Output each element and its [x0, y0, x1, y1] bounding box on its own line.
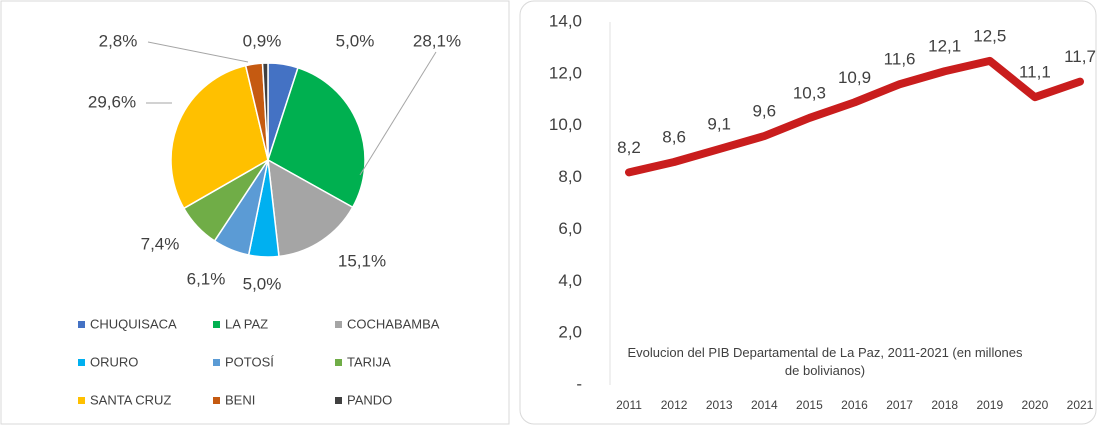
x-tick-label: 2017	[886, 398, 913, 412]
data-label: 9,6	[752, 102, 776, 121]
x-tick-label: 2012	[661, 398, 688, 412]
line-title: Evolucion del PIB Departamental de La Pa…	[627, 345, 1023, 378]
legend-label: BENI	[225, 392, 255, 407]
pie-panel	[0, 0, 510, 425]
pie-label: 0,9%	[243, 31, 282, 50]
legend-swatch	[335, 321, 342, 328]
y-tick-label: 2,0	[558, 323, 582, 342]
pie-slice	[267, 158, 354, 258]
y-tick-label: 8,0	[558, 167, 582, 186]
legend-swatch	[213, 397, 220, 404]
line-series	[625, 56, 1084, 177]
legend-swatch	[213, 359, 220, 366]
legend-label: SANTA CRUZ	[90, 392, 171, 407]
y-tick-label: 10,0	[549, 115, 582, 134]
x-tick-label: 2019	[976, 398, 1003, 412]
legend-label: POTOSÍ	[225, 354, 274, 369]
legend-label: PANDO	[347, 392, 392, 407]
y-tick-label: 14,0	[549, 11, 582, 30]
line-panel	[519, 0, 1097, 425]
pie-slice	[267, 66, 366, 209]
data-label: 10,9	[838, 68, 871, 87]
data-label: 11,6	[884, 50, 916, 69]
legend-label: COCHABAMBA	[347, 316, 440, 331]
legend-label: CHUQUISACA	[90, 316, 177, 331]
data-label: 9,1	[707, 115, 731, 134]
data-label: 11,7	[1064, 47, 1096, 66]
data-label: 8,2	[617, 138, 641, 157]
legend-swatch	[335, 397, 342, 404]
leader-line	[147, 41, 249, 63]
pie-label: 7,4%	[141, 234, 180, 253]
legend-swatch	[78, 397, 85, 404]
pie-label: 5,0%	[336, 31, 375, 50]
legend-label: LA PAZ	[225, 316, 268, 331]
pie-label: 5,0%	[243, 274, 282, 293]
x-tick-label: 2016	[841, 398, 868, 412]
legend-swatch	[335, 359, 342, 366]
data-label: 8,6	[662, 127, 686, 146]
legend-label: ORURO	[90, 354, 138, 369]
legend-swatch	[78, 321, 85, 328]
y-tick-label: -	[576, 374, 582, 393]
legend-label: TARIJA	[347, 354, 391, 369]
legend-swatch	[78, 359, 85, 366]
data-label: 10,3	[793, 83, 826, 102]
pie-label: 6,1%	[187, 269, 226, 288]
x-tick-label: 2020	[1022, 398, 1049, 412]
x-tick-label: 2015	[796, 398, 823, 412]
data-label: 12,5	[973, 26, 1006, 45]
x-tick-label: 2011	[616, 398, 642, 412]
pie-slice	[170, 64, 269, 210]
x-tick-label: 2014	[751, 398, 778, 412]
x-tick-label: 2021	[1067, 398, 1094, 412]
y-tick-label: 12,0	[549, 63, 582, 82]
legend-swatch	[213, 321, 220, 328]
data-label: 11,1	[1019, 63, 1051, 82]
x-tick-label: 2013	[706, 398, 733, 412]
pie-label: 2,8%	[99, 31, 138, 50]
x-tick-label: 2018	[931, 398, 958, 412]
pie-label: 15,1%	[338, 251, 386, 270]
pie-label: 29,6%	[88, 92, 136, 111]
pie-label: 28,1%	[413, 31, 461, 50]
pie-slice	[261, 62, 269, 161]
y-tick-label: 4,0	[558, 271, 582, 290]
data-label: 12,1	[928, 37, 961, 56]
y-tick-label: 6,0	[558, 219, 582, 238]
leader-line	[359, 51, 437, 176]
